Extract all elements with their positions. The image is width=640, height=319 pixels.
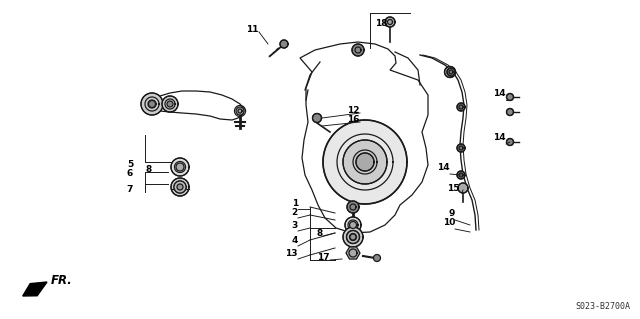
Text: S023-B2700A: S023-B2700A (575, 302, 630, 311)
Polygon shape (349, 221, 356, 228)
Text: 2: 2 (292, 208, 298, 217)
Polygon shape (458, 183, 468, 193)
Polygon shape (162, 96, 178, 112)
Polygon shape (147, 91, 244, 120)
Text: 10: 10 (443, 218, 455, 227)
Text: 4: 4 (292, 236, 298, 245)
Polygon shape (236, 107, 244, 115)
Polygon shape (171, 158, 189, 176)
Polygon shape (356, 153, 374, 171)
Text: 14: 14 (493, 133, 506, 142)
Text: 3: 3 (292, 221, 298, 230)
Text: 7: 7 (127, 185, 133, 194)
Polygon shape (148, 100, 156, 108)
Polygon shape (457, 171, 465, 179)
Polygon shape (280, 40, 288, 48)
Polygon shape (345, 217, 361, 233)
Polygon shape (447, 68, 455, 76)
Polygon shape (506, 108, 513, 115)
Polygon shape (374, 255, 381, 262)
Text: 14: 14 (437, 163, 450, 172)
Text: 8: 8 (317, 229, 323, 238)
Polygon shape (445, 66, 456, 78)
Polygon shape (300, 42, 428, 233)
Text: 15: 15 (447, 184, 460, 193)
Polygon shape (23, 282, 47, 296)
Polygon shape (347, 201, 359, 213)
Polygon shape (457, 103, 465, 111)
Text: 17: 17 (317, 253, 330, 262)
Polygon shape (350, 234, 356, 240)
Polygon shape (177, 184, 183, 190)
Polygon shape (167, 101, 173, 107)
Text: 13: 13 (285, 249, 298, 258)
Text: 1: 1 (292, 199, 298, 208)
Polygon shape (457, 144, 465, 152)
Text: 18: 18 (376, 19, 388, 28)
Text: 14: 14 (493, 89, 506, 98)
Text: 16: 16 (348, 115, 360, 124)
Polygon shape (346, 231, 360, 243)
Polygon shape (343, 140, 387, 184)
Polygon shape (352, 44, 364, 56)
Text: 5: 5 (127, 160, 133, 169)
Text: 9: 9 (449, 209, 455, 218)
Polygon shape (171, 178, 189, 196)
Polygon shape (506, 93, 513, 100)
Text: 8: 8 (146, 165, 152, 174)
Polygon shape (141, 93, 163, 115)
Text: 11: 11 (246, 25, 259, 34)
Polygon shape (174, 181, 186, 193)
Text: FR.: FR. (51, 273, 73, 286)
Polygon shape (346, 247, 360, 259)
Polygon shape (343, 227, 363, 247)
Polygon shape (385, 17, 395, 27)
Polygon shape (323, 120, 407, 204)
Text: 12: 12 (348, 106, 360, 115)
Polygon shape (506, 138, 513, 145)
Text: 6: 6 (127, 169, 133, 178)
Polygon shape (176, 163, 184, 171)
Polygon shape (312, 114, 321, 122)
